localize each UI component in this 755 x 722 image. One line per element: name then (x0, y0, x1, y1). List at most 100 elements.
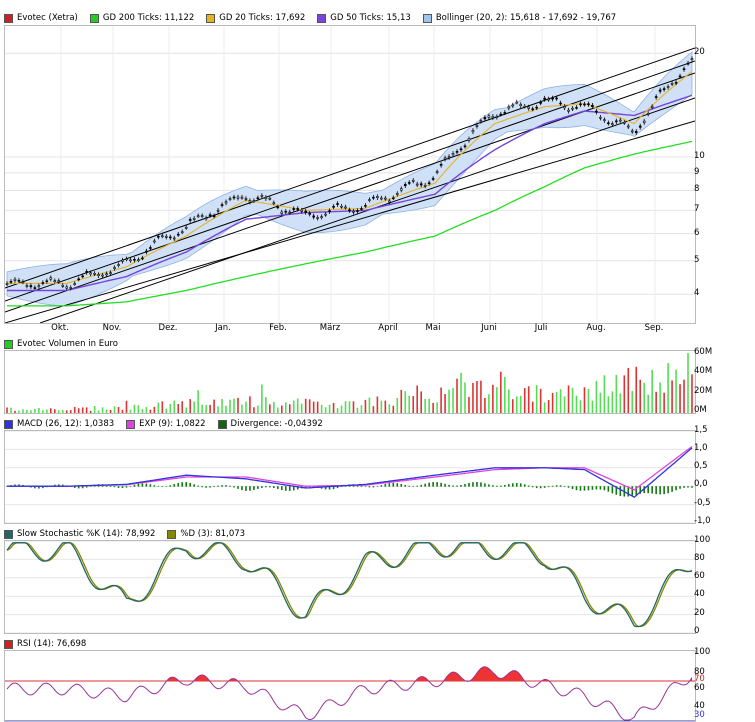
divergence-bar (404, 484, 407, 487)
price-candle (511, 104, 515, 107)
volume-bar (547, 400, 550, 413)
legend-item: RSI (14): 76,698 (4, 639, 86, 649)
price-candle (368, 199, 371, 201)
price-candle (352, 210, 355, 213)
volume-bar (599, 392, 602, 413)
legend-label: RSI (14): 76,698 (17, 639, 87, 649)
divergence-bar (328, 486, 331, 490)
month-label: Juli (534, 323, 548, 333)
price-candle (459, 148, 463, 151)
divergence-bar (416, 485, 419, 487)
price-candle (13, 278, 17, 281)
price-candle (45, 280, 49, 283)
divergence-bar (261, 486, 263, 488)
month-label: Aug. (586, 323, 606, 333)
volume-chart (6, 353, 693, 413)
volume-bar (444, 394, 446, 413)
divergence-bar (663, 486, 665, 495)
volume-bar (101, 407, 104, 413)
volume-bar (328, 404, 331, 413)
volume-bar (113, 406, 116, 413)
volume-bar (117, 406, 120, 413)
divergence-bar (460, 485, 462, 487)
divergence-bar (567, 486, 570, 488)
divergence-bar (392, 482, 395, 487)
divergence-bar (679, 486, 681, 489)
volume-bar (635, 366, 638, 413)
price-chart (5, 26, 695, 323)
volume-bar (22, 409, 24, 413)
divergence-bar (169, 485, 172, 487)
divergence-bar (687, 486, 689, 488)
rsi-chart (5, 666, 695, 721)
volume-bar (448, 389, 450, 413)
volume-bar (209, 404, 211, 413)
divergence-bar (360, 485, 363, 487)
volume-bar (257, 405, 259, 413)
volume-bar (456, 378, 458, 413)
volume-bar (50, 408, 52, 413)
divergence-bar (472, 482, 474, 487)
price-candle (407, 182, 411, 184)
price-candle (324, 213, 327, 216)
divergence-bar (265, 486, 267, 488)
volume-bar (543, 402, 546, 413)
price-candle (455, 151, 459, 153)
divergence-bar (611, 486, 614, 494)
volume-bar (615, 374, 618, 413)
price-candle (29, 285, 33, 288)
price-candle (451, 153, 455, 156)
price-candle (551, 97, 554, 100)
volume-bar (137, 405, 140, 413)
divergence-bar (38, 486, 40, 489)
volume-bar (149, 409, 152, 413)
volume-bar (189, 399, 191, 413)
price-candle (439, 164, 443, 166)
divergence-bar (464, 484, 466, 487)
legend-item: Divergence: -0,04392 (217, 419, 323, 429)
volume-bar (476, 381, 478, 413)
volume-bar (14, 410, 16, 413)
volume-bar (217, 406, 219, 413)
legend-label: Divergence: -0,04392 (230, 419, 323, 429)
stoch-chart (5, 541, 695, 633)
price-candle (539, 102, 542, 104)
price-candle (220, 204, 224, 206)
price-candle (236, 196, 240, 199)
legend-swatch (4, 529, 13, 539)
price-candle (161, 235, 164, 238)
volume-bar (277, 407, 279, 413)
divergence-bar (408, 485, 411, 487)
price-candle (232, 196, 236, 199)
rsi-overbought-area (7, 666, 692, 681)
y-tick-label: 1,5 (694, 425, 708, 435)
divergence-bar (440, 482, 442, 487)
divergence-bar (85, 486, 88, 488)
divergence-bar (161, 486, 164, 487)
divergence-bar (436, 482, 438, 487)
volume-bar (121, 409, 124, 413)
divergence-bar (277, 486, 279, 490)
volume-bar (129, 409, 132, 413)
divergence-bar (197, 485, 199, 487)
price-candle (280, 211, 284, 214)
divergence-bar (523, 484, 526, 487)
volume-bar (85, 407, 88, 413)
divergence-bar (452, 485, 454, 487)
price-candle (224, 201, 228, 204)
legend-label: %D (3): 81,073 (180, 529, 246, 539)
price-candle (17, 280, 21, 282)
divergence-bar (137, 483, 140, 487)
price-candle (388, 200, 391, 203)
price-candle (93, 273, 96, 275)
month-label: Dez. (158, 323, 178, 333)
divergence-bar (340, 486, 343, 487)
divergence-bar (587, 486, 590, 491)
volume-bar (551, 392, 554, 413)
price-candle (638, 125, 642, 128)
price-candle (555, 97, 558, 100)
volume-bar (480, 380, 482, 413)
price-candle (153, 240, 156, 243)
price-candle (431, 178, 435, 180)
month-label: Jan. (215, 323, 231, 333)
